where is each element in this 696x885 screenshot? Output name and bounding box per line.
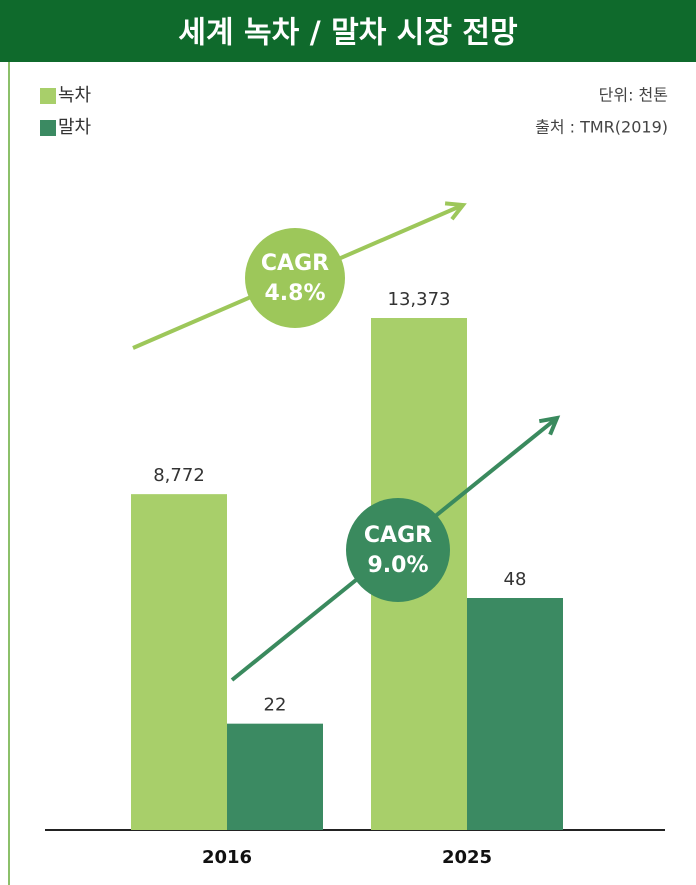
header-band — [0, 0, 696, 62]
cagr-label: CAGR — [261, 251, 329, 276]
cagr-label: CAGR — [364, 523, 432, 548]
legend-label: 녹차 — [58, 85, 92, 106]
bar — [131, 494, 227, 830]
data-label: 8,772 — [153, 465, 205, 486]
legend-label: 말차 — [58, 117, 92, 138]
data-label: 13,373 — [388, 289, 451, 310]
cagr-value: 4.8% — [264, 281, 325, 306]
chart-title: 세계 녹차 / 말차 시장 전망 — [178, 16, 518, 51]
cagr-badge — [346, 498, 450, 602]
cagr-badge — [245, 228, 345, 328]
legend-swatch — [40, 88, 56, 104]
bar — [227, 723, 323, 830]
arrow-head — [444, 201, 467, 221]
x-tick-label: 2025 — [442, 847, 492, 868]
bar — [467, 598, 563, 830]
cagr-value: 9.0% — [367, 553, 428, 578]
arrow-head — [538, 415, 561, 436]
data-label: 48 — [504, 569, 527, 590]
unit-label: 단위: 천톤 — [599, 86, 668, 105]
data-label: 22 — [264, 695, 287, 716]
source-label: 출처 : TMR(2019) — [535, 118, 668, 137]
legend-swatch — [40, 120, 56, 136]
x-tick-label: 2016 — [202, 847, 252, 868]
